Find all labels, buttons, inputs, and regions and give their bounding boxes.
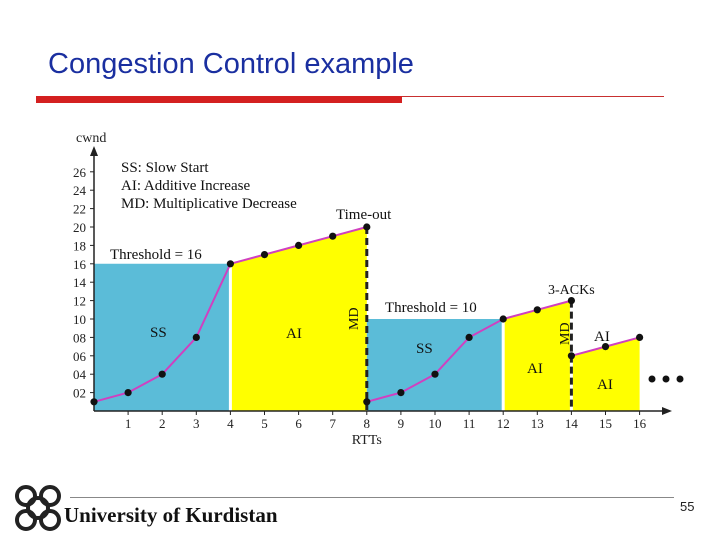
continuation-dot: [662, 375, 670, 383]
data-point: [124, 389, 132, 397]
x-tick-label: 12: [497, 416, 510, 431]
ai-label-2: AI: [527, 361, 543, 377]
region-4: [503, 300, 572, 411]
ai-label-1: AI: [286, 326, 302, 342]
data-point: [226, 260, 234, 268]
x-tick-label: 3: [193, 416, 200, 431]
slide-title: Congestion Control example: [48, 48, 414, 80]
data-point: [363, 223, 371, 231]
university-logo-icon: [15, 485, 61, 531]
y-tick-label: 14: [73, 275, 87, 290]
data-point: [158, 370, 166, 378]
x-tick-label: 4: [227, 416, 234, 431]
threshold-2-label: Threshold = 10: [385, 300, 477, 316]
page-number: 55: [680, 499, 695, 514]
continuation-dot: [648, 375, 656, 383]
data-point: [499, 315, 507, 323]
data-point: [636, 333, 644, 341]
ai-label-3: AI: [594, 329, 610, 345]
y-tick-label: 18: [73, 238, 86, 253]
x-tick-label: 10: [429, 416, 442, 431]
y-tick-label: 12: [73, 294, 86, 309]
data-point: [465, 333, 473, 341]
y-tick-label: 02: [73, 386, 86, 401]
x-tick-label: 15: [599, 416, 612, 431]
legend-line: AI: Additive Increase: [121, 178, 250, 194]
three-acks-label: 3-ACKs: [548, 283, 595, 298]
data-point: [192, 333, 200, 341]
data-point: [329, 232, 337, 240]
data-point: [567, 352, 576, 360]
university-name: University of Kurdistan: [64, 503, 278, 527]
x-tick-label: 13: [531, 416, 544, 431]
y-tick-label: 10: [73, 312, 86, 327]
region-5: [571, 337, 640, 411]
data-point: [90, 398, 98, 406]
threshold-1-label: Threshold = 16: [110, 247, 202, 263]
title-underline-thin: [402, 96, 664, 97]
x-axis-label: RTTs: [352, 433, 382, 448]
region-2: [230, 227, 367, 411]
region-1: [94, 263, 231, 411]
y-tick-label: 08: [73, 330, 86, 345]
x-tick-label: 7: [329, 416, 336, 431]
x-tick-label: 6: [295, 416, 302, 431]
x-tick-label: 2: [159, 416, 166, 431]
y-tick-label: 26: [73, 165, 87, 180]
data-point: [397, 389, 405, 397]
y-tick-label: 04: [73, 367, 87, 382]
data-point: [601, 343, 610, 351]
ss-label-1: SS: [150, 325, 167, 341]
x-tick-label: 16: [633, 416, 647, 431]
x-tick-label: 9: [398, 416, 405, 431]
x-tick-label: 11: [463, 416, 476, 431]
x-tick-label: 14: [565, 416, 579, 431]
x-tick-label: 8: [364, 416, 371, 431]
legend-line: SS: Slow Start: [121, 160, 209, 176]
data-point: [260, 251, 269, 259]
md-label-2: MD: [558, 322, 573, 345]
data-point: [295, 241, 303, 249]
y-axis-arrow: [90, 146, 98, 156]
y-axis-label: cwnd: [76, 131, 106, 146]
title-underline: [36, 96, 402, 103]
y-tick-label: 06: [73, 349, 87, 364]
continuation-dot: [676, 375, 684, 383]
y-tick-label: 22: [73, 202, 86, 217]
data-point: [363, 398, 371, 406]
ss-label-2: SS: [416, 341, 433, 357]
y-tick-label: 20: [73, 220, 86, 235]
data-point: [567, 297, 576, 305]
x-axis-arrow: [662, 407, 672, 415]
data-point: [533, 306, 541, 314]
legend-line: MD: Multiplicative Decrease: [121, 196, 297, 212]
y-tick-label: 24: [73, 183, 87, 198]
md-label-1: MD: [347, 307, 362, 330]
x-tick-label: 5: [261, 416, 268, 431]
ai-label-4: AI: [597, 377, 613, 393]
footer-divider: [70, 497, 674, 498]
x-tick-label: 1: [125, 416, 132, 431]
y-tick-label: 16: [73, 257, 87, 272]
data-point: [431, 370, 439, 378]
timeout-label: Time-out: [336, 207, 392, 223]
region-3: [366, 319, 504, 411]
